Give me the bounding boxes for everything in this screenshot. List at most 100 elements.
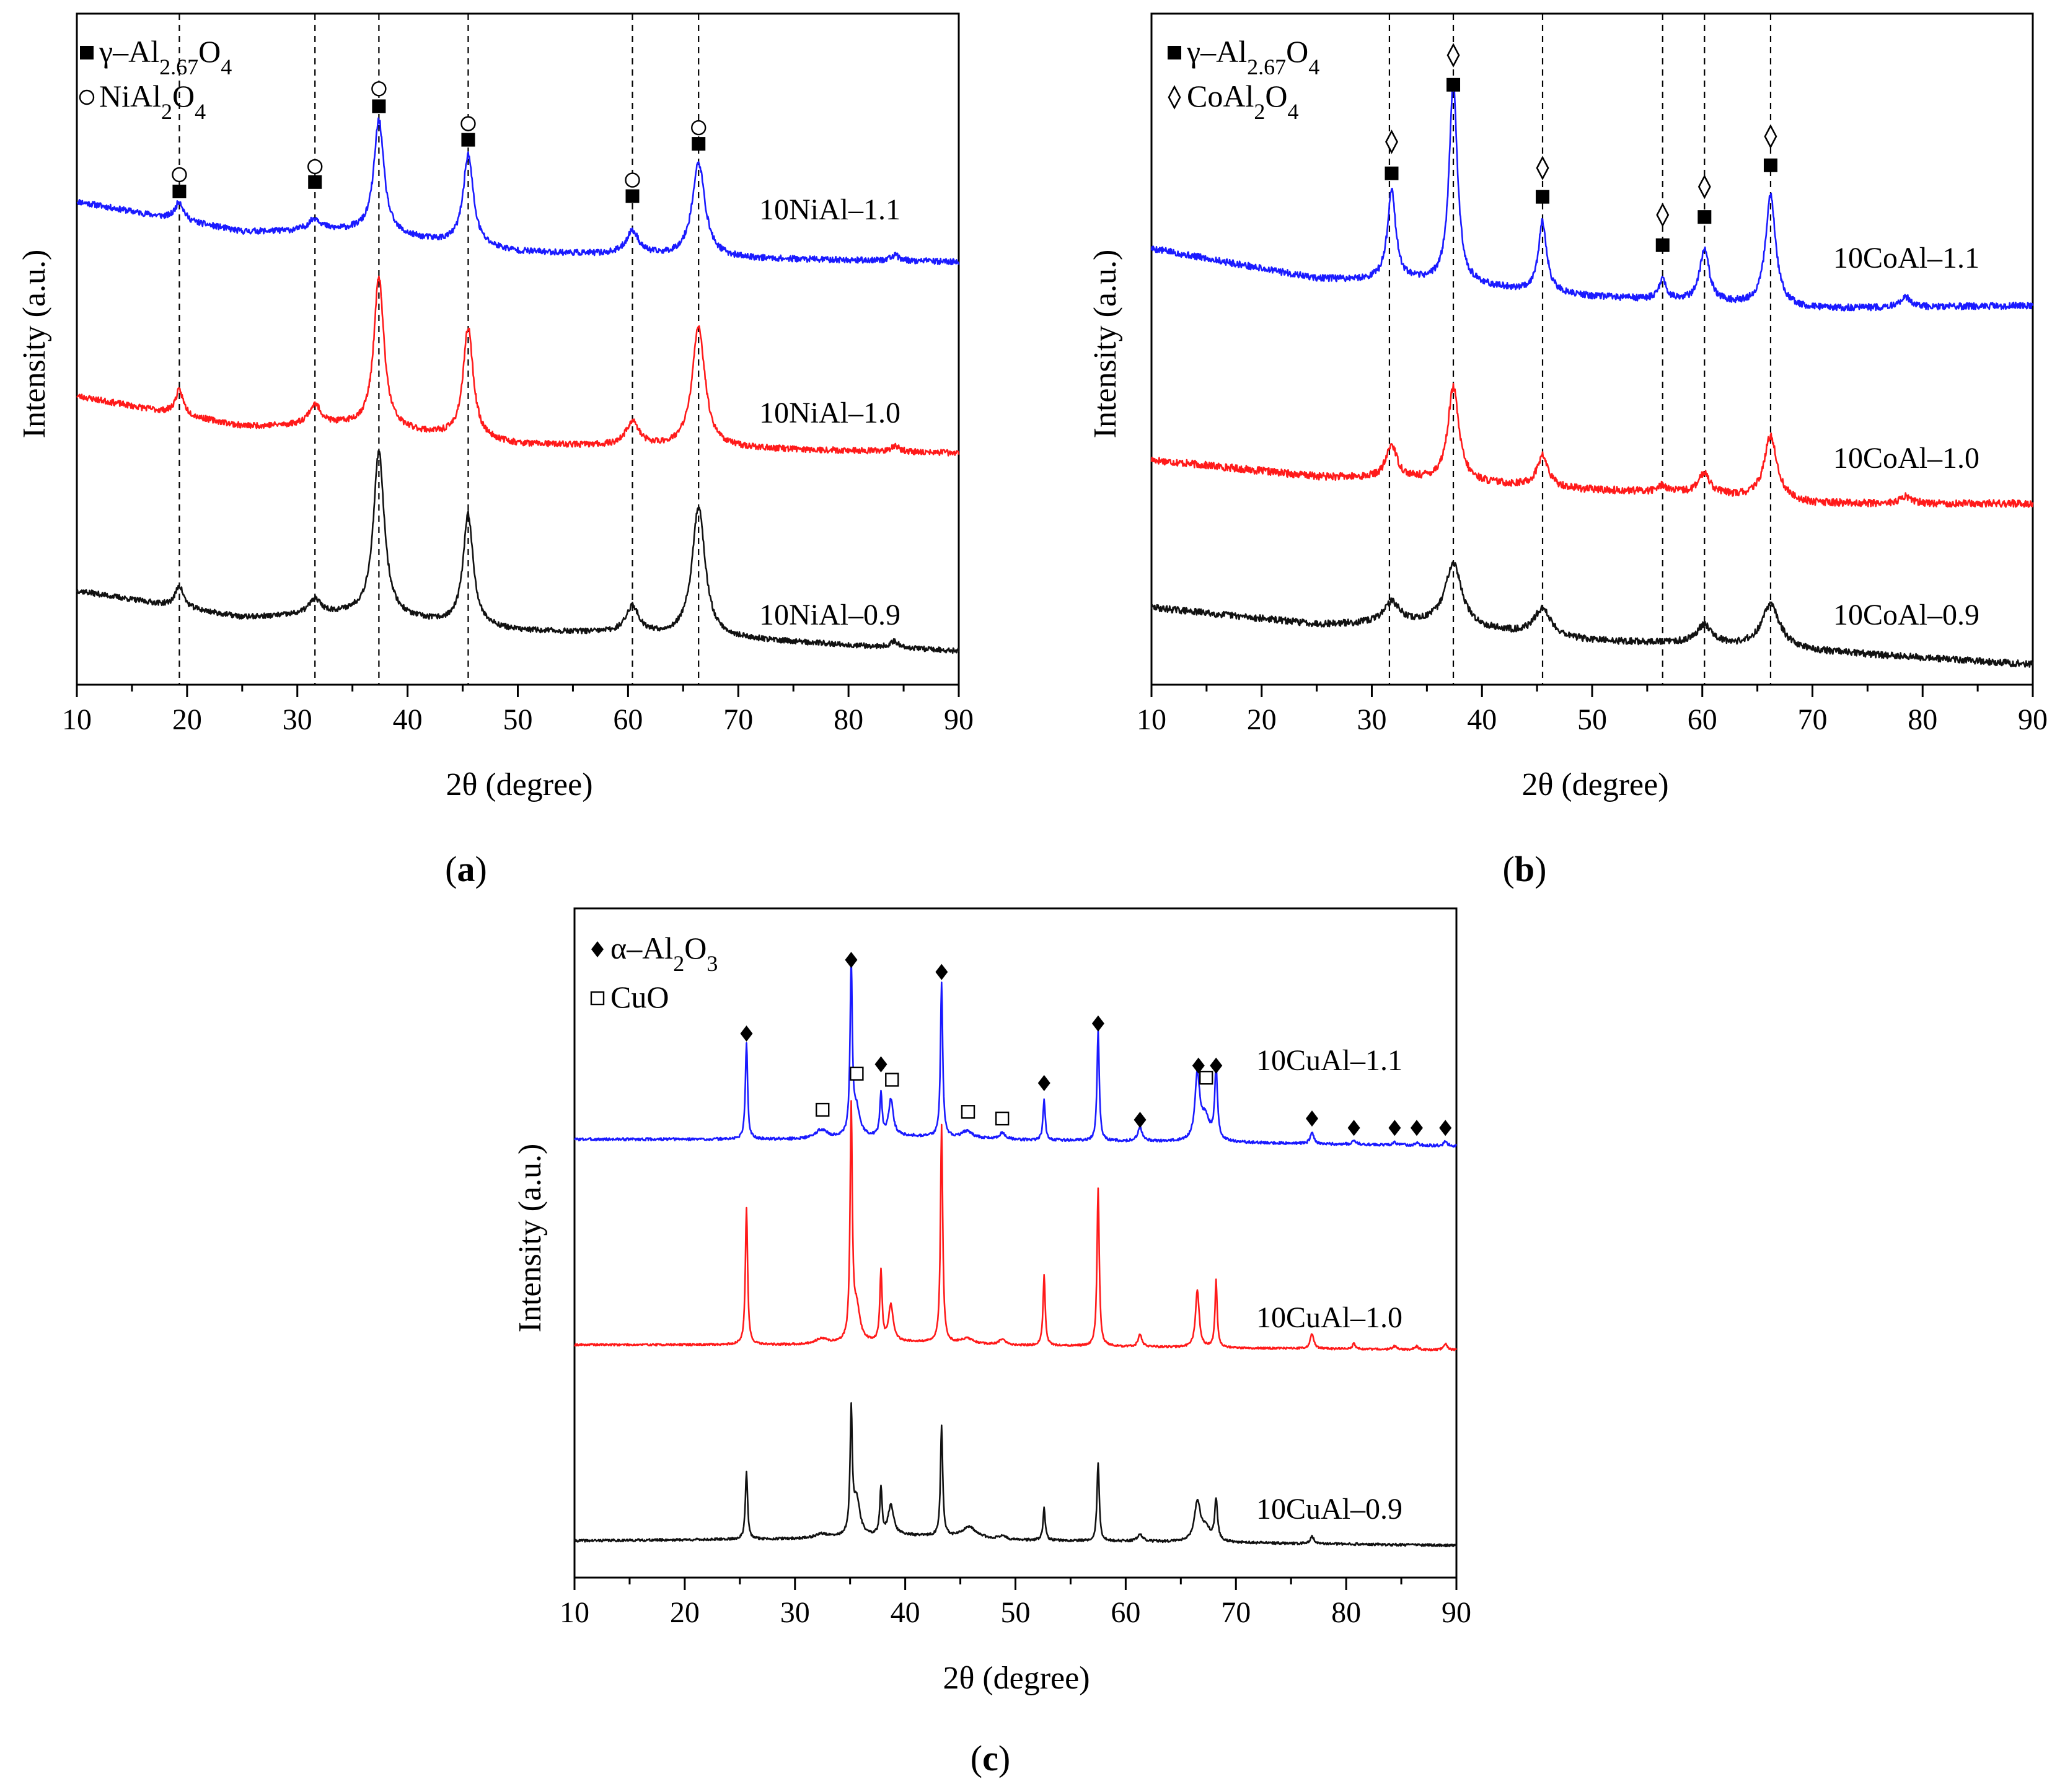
panel-b-chart: Intensity (a.u.) 2θ (degree) (b) γ–Al2.6… — [1088, 12, 2048, 889]
panel-b-x-tick-label-2: 30 — [1357, 703, 1387, 736]
panel-a-x-tick-label-2: 30 — [283, 703, 312, 736]
svg-text:γ–Al2.67O4: γ–Al2.67O4 — [99, 34, 232, 79]
panel-a-x-tick-label-7: 80 — [834, 703, 863, 736]
panel-a-phase-marker-3 — [307, 159, 323, 175]
panel-a-phase-marker-4 — [372, 99, 386, 113]
panel-b-x-tick-label-8: 90 — [2018, 703, 2048, 736]
panel-a-legend-symbol-0 — [80, 46, 94, 59]
panel-b-phase-marker-9 — [1697, 174, 1711, 200]
panel-c-phase-marker-15 — [850, 1066, 864, 1081]
panel-a-x-tick-label-6: 70 — [723, 703, 753, 736]
panel-b-series-2-trace — [1150, 561, 2034, 668]
panel-a-sample-label-top: 10NiAl–1.1 — [759, 193, 900, 226]
panel-a-series-2-trace — [76, 450, 960, 654]
panel-c-legend-symbol-1 — [590, 991, 605, 1006]
panel-a-phase-marker-7 — [460, 116, 476, 131]
panel-a-sample-label-middle: 10NiAl–1.0 — [759, 397, 900, 429]
panel-a-letter: a — [457, 849, 475, 889]
panel-b-phase-marker-2 — [1446, 77, 1461, 92]
panel-a-x-tick-label-4: 50 — [503, 703, 533, 736]
panel-c-series-2-trace — [573, 1402, 1458, 1547]
panel-c-x-tick-label-3: 40 — [891, 1596, 920, 1629]
svg-text:CoAl2O4: CoAl2O4 — [1187, 79, 1298, 124]
panel-b-phase-marker-11 — [1764, 124, 1777, 149]
panel-c-phase-marker-16 — [885, 1073, 899, 1087]
panel-c-x-axis-title: 2θ (degree) — [943, 1661, 1090, 1696]
panel-b-plot-frame — [1150, 12, 2034, 686]
panel-c-phase-marker-10 — [1347, 1120, 1360, 1136]
panel-c-x-tick-label-5: 60 — [1111, 1596, 1140, 1629]
panel-b-legend-symbol-0 — [1168, 46, 1181, 59]
panel-a-phase-marker-1 — [172, 167, 187, 183]
panel-c-phase-marker-4 — [1037, 1074, 1050, 1091]
panel-a-legend-symbol-1 — [79, 89, 95, 105]
panel-a-x-tick-label-5: 60 — [613, 703, 643, 736]
panel-a-legend-gamma-alumina: γ–Al2.67O4 — [99, 34, 232, 79]
svg-text:α–Al2O3: α–Al2O3 — [610, 931, 718, 976]
panel-c-phase-marker-13 — [1439, 1120, 1452, 1136]
panel-a-x-axis-title: 2θ (degree) — [446, 767, 592, 802]
panel-c-legend: α–Al2O3 CuO — [610, 931, 718, 1014]
panel-c-x-tick-label-2: 30 — [780, 1596, 810, 1629]
panel-b-phase-marker-7 — [1656, 203, 1670, 227]
panel-c-phase-marker-14 — [816, 1102, 830, 1117]
panel-c-sample-label-bottom: 10CuAl–0.9 — [1256, 1493, 1402, 1526]
panel-c-legend-alpha-alumina: α–Al2O3 — [610, 931, 718, 976]
panel-c-x-tick-label-4: 50 — [1001, 1596, 1031, 1629]
panel-c-phase-marker-12 — [1410, 1120, 1423, 1136]
panel-a-phase-marker-0 — [172, 184, 187, 198]
panel-b-legend-symbol-1 — [1168, 85, 1181, 110]
panel-c-sample-label-top: 10CuAl–1.1 — [1256, 1044, 1402, 1077]
panel-b-x-axis-title: 2θ (degree) — [1521, 767, 1668, 802]
panel-b-series-1-trace — [1150, 382, 2034, 508]
panel-a-plot-frame — [76, 12, 960, 686]
panel-b-x-tick-label-3: 40 — [1467, 703, 1497, 736]
panel-c-phase-marker-17 — [995, 1111, 1010, 1126]
panel-c-phase-marker-18 — [961, 1105, 975, 1119]
panel-c-phase-marker-1 — [845, 952, 858, 968]
panel-c-x-tick-label-6: 70 — [1221, 1596, 1251, 1629]
panel-a-legend-nickel-aluminate: NiAl2O4 — [99, 79, 206, 124]
panel-b-legend: γ–Al2.67O4 CoAl2O4 — [1186, 34, 1319, 124]
panel-c-x-tick-label-1: 20 — [670, 1596, 700, 1629]
panel-a-sample-label-bottom: 10NiAl–0.9 — [759, 599, 900, 631]
panel-a-phase-marker-11 — [691, 120, 707, 136]
panel-c-letter: c — [982, 1738, 998, 1778]
panel-c-x-tick-label-0: 10 — [560, 1596, 589, 1629]
panel-c-phase-marker-3 — [935, 964, 948, 980]
svg-text:γ–Al2.67O4: γ–Al2.67O4 — [1186, 34, 1319, 79]
panel-a-phase-marker-9 — [625, 172, 640, 188]
panel-b-phase-marker-0 — [1385, 166, 1399, 180]
panel-c-legend-symbol-0 — [591, 941, 604, 957]
panel-c-chart: Intensity (a.u.) 2θ (degree) (c) α–Al2O3… — [513, 907, 1471, 1778]
panel-b-legend-gamma-alumina: γ–Al2.67O4 — [1186, 34, 1319, 79]
panel-b-series-0-trace — [1150, 79, 2034, 312]
panel-a-x-tick-label-8: 90 — [944, 703, 974, 736]
panel-b-phase-marker-5 — [1536, 156, 1549, 180]
panel-c-plot-frame — [573, 907, 1458, 1579]
panel-a-x-tick-label-3: 40 — [393, 703, 423, 736]
panel-a-phase-marker-6 — [461, 133, 475, 147]
panel-c-series-1-trace — [574, 1100, 1458, 1351]
panel-c-phase-marker-6 — [1134, 1112, 1147, 1128]
panel-b-x-tick-label-7: 80 — [1908, 703, 1937, 736]
panel-c-x-tick-label-7: 80 — [1331, 1596, 1361, 1629]
panel-b-y-axis-title: Intensity (a.u.) — [1088, 250, 1123, 439]
panel-a-phase-marker-2 — [308, 175, 322, 189]
svg-text:CuO: CuO — [610, 980, 669, 1014]
panel-b-phase-marker-1 — [1385, 130, 1398, 154]
panel-a-chart: Intensity (a.u.) 2θ (degree) (a) γ–Al2.6… — [17, 12, 974, 889]
panel-b-sample-label-bottom: 10CoAl–0.9 — [1833, 599, 1979, 631]
panel-b-x-tick-label-4: 50 — [1577, 703, 1607, 736]
panel-a-series-1-trace — [76, 275, 960, 457]
panel-c-x-tick-label-8: 90 — [1442, 1596, 1471, 1629]
panel-b-legend-cobalt-aluminate: CoAl2O4 — [1187, 79, 1298, 124]
panel-c-phase-marker-0 — [740, 1025, 753, 1042]
panel-c-phase-marker-7 — [1192, 1057, 1205, 1074]
panel-a-label: (a) — [445, 849, 487, 889]
panel-c-y-axis-title: Intensity (a.u.) — [513, 1144, 548, 1333]
panel-c-legend-copper-oxide: CuO — [610, 980, 669, 1014]
panel-a-legend: γ–Al2.67O4 NiAl2O4 — [99, 34, 232, 124]
panel-c-phase-marker-19 — [1199, 1071, 1213, 1085]
